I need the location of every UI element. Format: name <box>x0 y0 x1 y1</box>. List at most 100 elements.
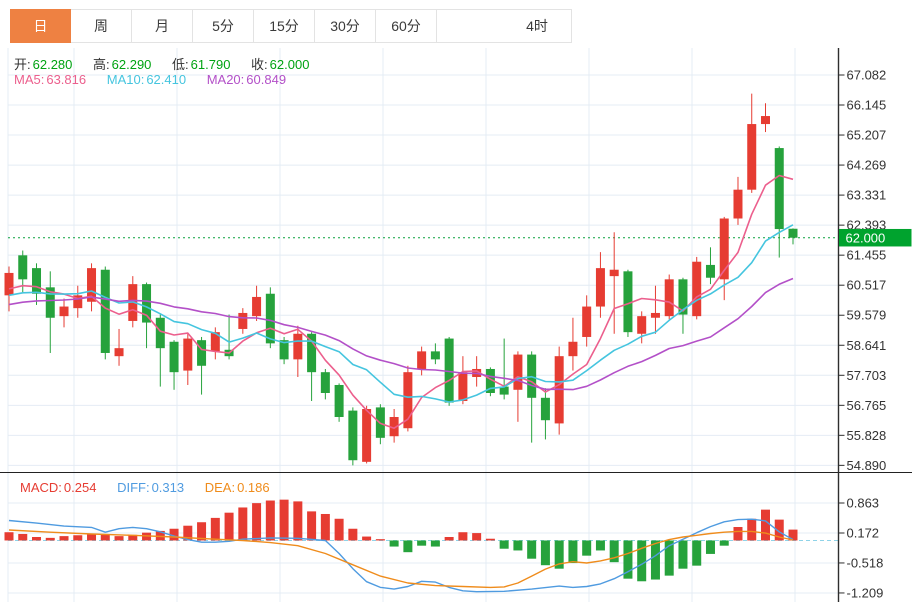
candle-body <box>637 316 647 334</box>
candle-body <box>100 269 110 353</box>
macd-bar <box>499 540 509 549</box>
axis-label: 67.082 <box>847 68 887 83</box>
macd-bar <box>430 540 440 547</box>
high-label: 高: <box>93 57 110 72</box>
macd-bar <box>554 540 564 569</box>
candle-body <box>155 317 165 349</box>
axis-label: 64.269 <box>847 158 887 173</box>
tab-60min[interactable]: 60分 <box>376 9 437 43</box>
macd-bar <box>4 532 14 541</box>
axis-label: 54.890 <box>847 458 887 473</box>
diff-label: DIFF: <box>117 480 150 495</box>
macd-bar <box>513 540 523 551</box>
candle-body <box>307 333 317 373</box>
diff-line <box>8 518 794 593</box>
candle-body <box>183 338 193 371</box>
candle-body <box>788 228 798 238</box>
ma20-value: 60.849 <box>246 72 287 87</box>
macd-bar <box>609 540 619 563</box>
candle-body <box>692 261 702 317</box>
ma10-value: 62.410 <box>146 72 187 87</box>
ma10-label: MA10: <box>106 72 145 87</box>
macd-bar <box>375 539 385 541</box>
tab-5min[interactable]: 5分 <box>193 9 254 43</box>
macd-bar <box>472 533 482 541</box>
candle-body <box>59 306 69 317</box>
macd-bar <box>114 536 124 541</box>
tab-spacer <box>437 9 503 43</box>
macd-bar <box>540 540 550 566</box>
macd-bar <box>169 528 179 541</box>
axis-label: 59.579 <box>847 308 887 323</box>
tab-30min[interactable]: 30分 <box>315 9 376 43</box>
tab-day[interactable]: 日 <box>10 9 71 43</box>
macd-bar <box>650 540 660 580</box>
candle-body <box>142 284 152 323</box>
macd-bar <box>458 532 468 541</box>
macd-bar <box>733 527 743 541</box>
candle-body <box>705 264 715 278</box>
tab-month[interactable]: 月 <box>132 9 193 43</box>
candle-body <box>348 410 358 461</box>
candle-body <box>609 269 619 277</box>
candle-body <box>403 372 413 429</box>
dea-label: DEA: <box>204 480 236 495</box>
macd-bar <box>348 528 358 541</box>
candle-body <box>334 384 344 418</box>
ma5-value: 63.816 <box>46 72 87 87</box>
candle-body <box>582 306 592 337</box>
macd-bar <box>183 525 193 541</box>
axis-label: 0.863 <box>847 496 880 511</box>
candle-body <box>540 397 550 421</box>
axis-label: 58.641 <box>847 338 887 353</box>
candle-body <box>664 279 674 317</box>
candle-body <box>320 372 330 393</box>
open-label: 开: <box>14 57 31 72</box>
tab-4hour[interactable]: 4时 <box>503 9 572 43</box>
macd-bar <box>197 522 207 541</box>
close-label: 收: <box>251 57 268 72</box>
axis-label: 57.703 <box>847 368 887 383</box>
macd-bar <box>100 534 110 541</box>
axis-label: 61.455 <box>847 248 887 263</box>
macd-bar <box>18 533 28 541</box>
candle-body <box>45 287 55 318</box>
macd-bar <box>252 503 262 541</box>
macd-bar <box>224 512 234 541</box>
ma5-line <box>8 174 794 430</box>
tab-week[interactable]: 周 <box>71 9 132 43</box>
macd-bar <box>595 540 605 551</box>
axis-label: 0.172 <box>847 526 880 541</box>
candle-body <box>197 340 207 366</box>
macd-bar <box>238 507 248 541</box>
candle-body <box>265 293 275 344</box>
candle-body <box>595 268 605 307</box>
macd-bar <box>403 540 413 553</box>
macd-bar <box>128 534 138 541</box>
macd-legend: MACD: 0.254 DIFF: 0.313 DEA: 0.186 <box>20 480 272 495</box>
candle-body <box>417 351 427 369</box>
macd-bar <box>389 540 399 547</box>
macd-bar <box>444 536 454 541</box>
candle-body <box>210 332 220 352</box>
macd-bar <box>362 536 372 541</box>
current-price-badge <box>839 228 912 247</box>
macd-bar <box>485 538 495 541</box>
macd-bar <box>760 509 770 541</box>
macd-bar <box>747 518 757 541</box>
macd-bar <box>73 535 83 541</box>
macd-bar <box>582 540 592 556</box>
candle-body <box>18 255 28 280</box>
candle-body <box>238 312 248 329</box>
macd-bar <box>705 540 715 554</box>
macd-bar <box>719 540 729 546</box>
axis-label: 65.207 <box>847 128 887 143</box>
candle-body <box>430 351 440 360</box>
candle-body <box>87 268 97 302</box>
tab-15min[interactable]: 15分 <box>254 9 315 43</box>
macd-bar <box>774 519 784 541</box>
macd-bar <box>334 518 344 541</box>
axis-label: 60.517 <box>847 278 887 293</box>
candle-body <box>678 279 688 315</box>
